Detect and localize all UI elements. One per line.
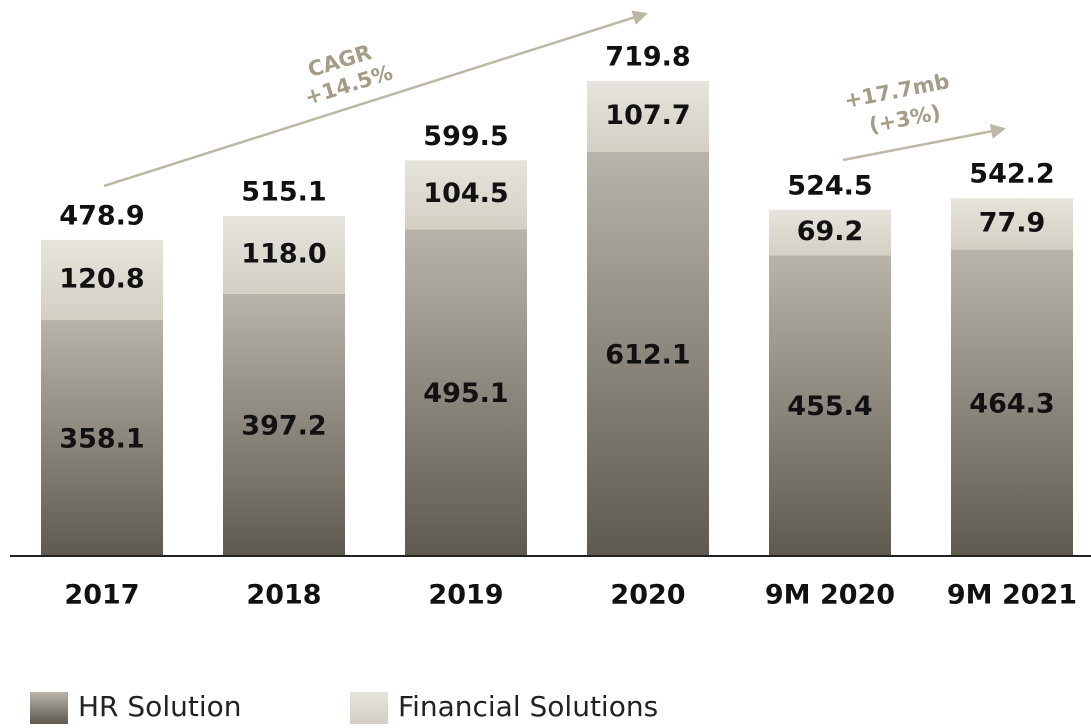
data-label: 358.1 (59, 423, 144, 454)
data-label: 69.2 (797, 216, 864, 247)
total-label: 542.2 (969, 159, 1054, 190)
total-label: 515.1 (241, 176, 326, 207)
growth-arrow (842, 123, 1006, 162)
x-tick-label: 2019 (428, 580, 503, 611)
legend-label: Financial Solutions (398, 690, 658, 723)
legend-swatch (350, 692, 388, 724)
x-tick-label: 2020 (610, 580, 685, 611)
bar-segment (405, 160, 527, 230)
cagr-arrow (103, 10, 648, 188)
bar-segment (223, 293, 345, 556)
total-label: 478.9 (59, 200, 144, 231)
data-label: 397.2 (241, 410, 326, 441)
data-label: 77.9 (979, 207, 1046, 238)
bar-segment (769, 209, 891, 256)
bar-segment (769, 255, 891, 556)
x-tick-label: 9M 2020 (765, 580, 895, 611)
data-label: 107.7 (605, 100, 690, 131)
bar-segment (951, 249, 1073, 556)
total-label: 599.5 (423, 121, 508, 152)
data-label: 120.8 (59, 263, 144, 294)
bar-segment (223, 215, 345, 294)
data-label: 612.1 (605, 340, 690, 371)
x-tick-label: 2018 (246, 580, 321, 611)
bar-segment (587, 80, 709, 153)
x-tick-label: 9M 2021 (947, 580, 1077, 611)
data-label: 104.5 (423, 178, 508, 209)
bar-segment (587, 152, 709, 557)
data-label: 495.1 (423, 378, 508, 409)
total-label: 719.8 (605, 41, 690, 72)
data-label: 118.0 (241, 238, 326, 269)
total-label: 524.5 (787, 170, 872, 201)
legend-swatch (30, 692, 68, 724)
data-label: 455.4 (787, 391, 872, 422)
bar-segment (405, 229, 527, 556)
bar-segment (41, 319, 163, 556)
data-label: 464.3 (969, 388, 1054, 419)
legend-label: HR Solution (78, 690, 241, 723)
bar-segment (41, 239, 163, 320)
x-tick-label: 2017 (64, 580, 139, 611)
bar-segment (951, 198, 1073, 250)
